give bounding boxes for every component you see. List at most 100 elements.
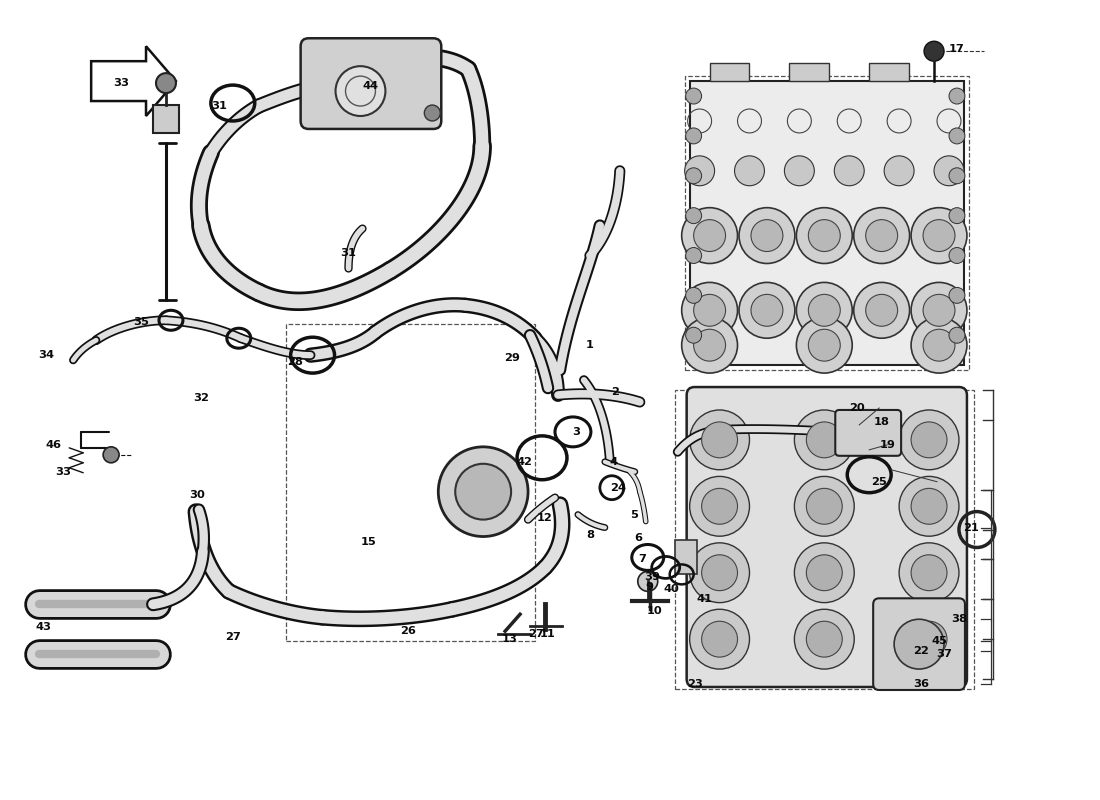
Circle shape xyxy=(806,554,843,590)
Text: 13: 13 xyxy=(503,634,518,644)
Text: 10: 10 xyxy=(647,606,662,616)
Circle shape xyxy=(911,488,947,524)
Text: 40: 40 xyxy=(663,584,680,594)
Text: 4: 4 xyxy=(609,457,618,466)
FancyBboxPatch shape xyxy=(835,410,901,456)
Bar xyxy=(869,63,909,81)
Text: 3: 3 xyxy=(572,427,580,437)
Circle shape xyxy=(806,622,843,657)
Text: 29: 29 xyxy=(504,353,520,363)
Circle shape xyxy=(894,619,944,669)
Circle shape xyxy=(685,247,702,263)
Circle shape xyxy=(806,488,843,524)
Text: 17: 17 xyxy=(949,44,965,54)
Circle shape xyxy=(794,410,855,470)
Circle shape xyxy=(899,543,959,602)
Text: 30: 30 xyxy=(189,490,205,500)
Circle shape xyxy=(735,156,764,186)
Circle shape xyxy=(685,88,702,104)
Text: 21: 21 xyxy=(964,522,979,533)
FancyBboxPatch shape xyxy=(873,598,965,690)
Text: 12: 12 xyxy=(537,513,553,522)
Text: 7: 7 xyxy=(638,554,646,565)
Text: 25: 25 xyxy=(871,477,887,486)
Text: 15: 15 xyxy=(361,537,376,546)
Circle shape xyxy=(949,287,965,303)
Circle shape xyxy=(796,208,852,263)
Circle shape xyxy=(911,622,947,657)
Text: 31: 31 xyxy=(211,101,227,111)
Circle shape xyxy=(899,610,959,669)
Circle shape xyxy=(923,220,955,251)
Circle shape xyxy=(911,554,947,590)
Circle shape xyxy=(685,168,702,184)
Circle shape xyxy=(694,220,726,251)
Circle shape xyxy=(684,156,715,186)
Circle shape xyxy=(682,208,737,263)
Text: 37: 37 xyxy=(936,649,952,659)
Circle shape xyxy=(806,422,843,458)
Circle shape xyxy=(796,318,852,373)
Circle shape xyxy=(751,220,783,251)
Circle shape xyxy=(924,42,944,61)
Circle shape xyxy=(899,477,959,536)
Circle shape xyxy=(866,294,898,326)
Circle shape xyxy=(425,105,440,121)
Text: 42: 42 xyxy=(516,457,532,466)
Circle shape xyxy=(949,88,965,104)
Circle shape xyxy=(899,410,959,470)
Circle shape xyxy=(694,294,726,326)
Text: 23: 23 xyxy=(686,679,703,689)
Text: 34: 34 xyxy=(39,350,54,360)
Text: 11: 11 xyxy=(540,629,556,639)
Circle shape xyxy=(884,156,914,186)
Circle shape xyxy=(739,282,795,338)
Circle shape xyxy=(854,282,910,338)
Bar xyxy=(790,63,829,81)
Text: 6: 6 xyxy=(634,533,641,542)
Circle shape xyxy=(694,330,726,361)
Circle shape xyxy=(455,464,512,519)
Text: 2: 2 xyxy=(610,387,619,397)
Circle shape xyxy=(923,330,955,361)
Circle shape xyxy=(690,543,749,602)
Text: 1: 1 xyxy=(586,340,594,350)
Circle shape xyxy=(702,488,737,524)
Circle shape xyxy=(794,610,855,669)
Bar xyxy=(286,324,535,641)
Circle shape xyxy=(808,330,840,361)
Text: 18: 18 xyxy=(873,417,889,427)
Text: 28: 28 xyxy=(287,357,303,367)
Text: 35: 35 xyxy=(133,318,148,327)
Bar xyxy=(153,105,179,133)
Bar xyxy=(674,390,974,689)
Bar xyxy=(710,63,749,81)
Circle shape xyxy=(866,220,898,251)
Circle shape xyxy=(685,128,702,144)
Circle shape xyxy=(794,477,855,536)
Text: 9: 9 xyxy=(646,582,653,592)
Circle shape xyxy=(739,208,795,263)
Circle shape xyxy=(103,447,119,462)
Text: 33: 33 xyxy=(113,78,129,88)
Circle shape xyxy=(923,294,955,326)
Circle shape xyxy=(949,168,965,184)
Circle shape xyxy=(911,422,947,458)
Circle shape xyxy=(638,571,658,591)
Circle shape xyxy=(685,208,702,224)
Circle shape xyxy=(751,294,783,326)
Circle shape xyxy=(949,208,965,224)
Text: 43: 43 xyxy=(35,622,52,632)
Circle shape xyxy=(156,73,176,93)
Circle shape xyxy=(911,318,967,373)
Bar xyxy=(684,76,969,370)
Circle shape xyxy=(690,610,749,669)
Text: 8: 8 xyxy=(586,530,594,539)
Circle shape xyxy=(808,220,840,251)
Circle shape xyxy=(438,447,528,537)
Circle shape xyxy=(702,422,737,458)
Text: 41: 41 xyxy=(696,594,713,604)
Circle shape xyxy=(336,66,385,116)
Circle shape xyxy=(934,156,964,186)
Text: 20: 20 xyxy=(849,403,865,413)
